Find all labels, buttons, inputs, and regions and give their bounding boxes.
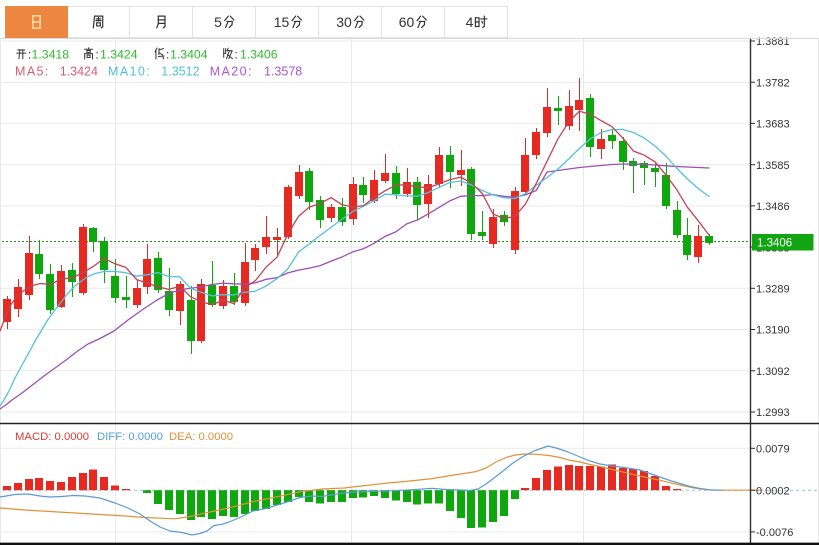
svg-text:0.0002: 0.0002 [756,485,790,497]
svg-text:1.3424: 1.3424 [100,48,138,62]
svg-text:60: 60 [399,14,415,30]
svg-text:15: 15 [274,14,290,30]
svg-text:1.3782: 1.3782 [756,77,790,89]
svg-text:4: 4 [466,14,474,30]
svg-text:DIFF: 0.0000: DIFF: 0.0000 [97,431,163,443]
svg-text:1.3512: 1.3512 [161,65,199,79]
svg-text:30: 30 [336,14,352,30]
svg-text:1.3683: 1.3683 [756,119,790,131]
svg-text:MA20:: MA20: [210,65,253,79]
svg-text:1.3092: 1.3092 [756,366,790,378]
svg-text:1.3406: 1.3406 [757,238,792,250]
svg-text::: : [28,48,31,62]
svg-text:1.3289: 1.3289 [756,284,790,296]
svg-text:1.3881: 1.3881 [756,36,790,48]
svg-text:1.3585: 1.3585 [756,160,790,172]
svg-text:1.2993: 1.2993 [756,407,790,419]
svg-text:5: 5 [214,14,222,30]
svg-text:MA5:: MA5: [15,65,50,79]
svg-text:0.0079: 0.0079 [756,444,790,456]
svg-text:1.3190: 1.3190 [756,325,790,337]
svg-text:1.3418: 1.3418 [32,48,70,62]
svg-text:MA10:: MA10: [108,65,151,79]
svg-text:MACD: 0.0000: MACD: 0.0000 [15,431,89,443]
svg-text::: : [166,48,169,62]
svg-text::: : [95,48,98,62]
svg-text:1.3486: 1.3486 [756,201,790,213]
svg-text:1.3404: 1.3404 [170,48,208,62]
svg-text:DEA: 0.0000: DEA: 0.0000 [169,431,233,443]
svg-text:1.3406: 1.3406 [240,48,278,62]
svg-text::: : [234,48,237,62]
svg-text:1.3578: 1.3578 [264,65,302,79]
svg-text:-0.0076: -0.0076 [756,527,793,539]
svg-text:1.3424: 1.3424 [60,65,98,79]
